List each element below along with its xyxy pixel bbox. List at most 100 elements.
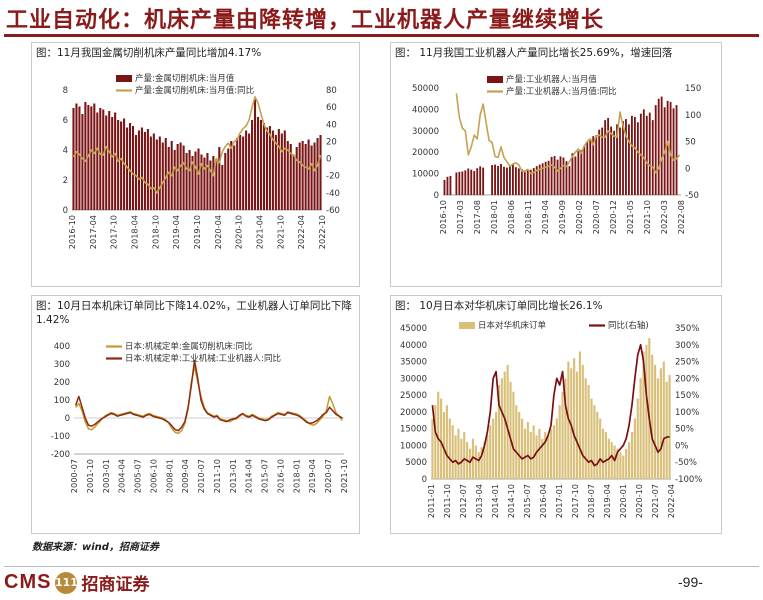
bar-1 xyxy=(434,405,437,479)
bar-36 xyxy=(550,156,553,195)
y-left-tick-label: 400 xyxy=(54,342,70,352)
bar-2 xyxy=(437,391,440,479)
bar-70 xyxy=(280,133,283,210)
bar-41 xyxy=(565,161,568,195)
legend-label-0: 日本对华机床订单 xyxy=(478,320,547,331)
bar-29 xyxy=(529,169,532,195)
y-left-tick-label: 45000 xyxy=(400,324,427,334)
bar-3 xyxy=(81,114,84,210)
y-left-tick-label: 25000 xyxy=(400,391,427,401)
bar-53 xyxy=(230,141,233,210)
bar-16 xyxy=(120,121,123,210)
bar-80 xyxy=(310,145,313,210)
bar-25 xyxy=(503,371,506,479)
bar-10 xyxy=(460,438,463,479)
x-tick-label: 2008-01 xyxy=(164,459,174,493)
bar-41 xyxy=(194,151,197,210)
bar-5 xyxy=(445,405,448,479)
bar-77 xyxy=(672,108,675,195)
y-left-tick-label: -200 xyxy=(51,450,70,460)
y-right-tick-label: -60 xyxy=(326,206,340,216)
bar-9 xyxy=(457,428,460,479)
bar-70 xyxy=(633,418,636,479)
bar-67 xyxy=(625,448,628,479)
bar-42 xyxy=(568,166,571,195)
bar-56 xyxy=(593,405,596,479)
y-left-tick-label: 15000 xyxy=(400,425,427,435)
bar-13 xyxy=(468,448,472,479)
bar-66 xyxy=(622,455,625,479)
series-line-1 xyxy=(72,96,322,194)
bar-72 xyxy=(286,141,289,210)
series-line-1 xyxy=(431,343,670,467)
bar-23 xyxy=(140,127,143,210)
y-left-tick-label: 300 xyxy=(54,360,70,370)
bar-26 xyxy=(520,169,523,195)
bar-52 xyxy=(598,129,601,195)
logo-chinese-name: 招商证券 xyxy=(81,575,150,595)
x-tick-label: 2020-02 xyxy=(574,200,584,234)
company-logo: CMS 111 招商证券 xyxy=(4,570,149,595)
bar-73 xyxy=(289,144,292,210)
bar-29 xyxy=(158,136,161,210)
x-tick-label: 2021-10 xyxy=(642,200,652,234)
bar-78 xyxy=(304,144,307,210)
title-rule xyxy=(4,34,759,37)
y-left-tick-label: 10000 xyxy=(400,441,427,451)
legend-label-0: 产量:金属切削机床:当月值 xyxy=(135,73,235,84)
bar-73 xyxy=(660,96,663,195)
y-right-tick-label: 350% xyxy=(675,324,699,334)
bar-1 xyxy=(446,176,449,195)
x-tick-label: 2018-07 xyxy=(586,484,596,518)
bar-76 xyxy=(298,142,301,210)
bar-73 xyxy=(642,351,645,479)
bar-20 xyxy=(503,166,505,195)
bar-64 xyxy=(616,448,619,479)
x-tick-label: 2009-04 xyxy=(180,459,190,493)
y-right-tick-label: 60 xyxy=(326,103,337,113)
chart-machine-tool-output: 0 2 4 6 8 -60 -40 -20 0 20 40 60 80 2016-10 2017-04 201… xyxy=(63,73,340,249)
x-tick-label: 2018-01 xyxy=(291,459,301,493)
bar-68 xyxy=(274,135,277,210)
x-tick-label: 2022-04 xyxy=(666,484,676,518)
bar-41 xyxy=(549,428,553,479)
bar-9 xyxy=(470,169,473,195)
y-left-tick-label: 40000 xyxy=(412,105,439,115)
x-tick-label: 2018-06 xyxy=(506,200,516,234)
bar-38 xyxy=(541,438,544,479)
x-tick-label: 2020-12 xyxy=(608,200,618,234)
bar-28 xyxy=(526,169,529,195)
bar-59 xyxy=(619,127,621,195)
bar-33 xyxy=(541,163,544,195)
bar-54 xyxy=(604,120,607,195)
x-tick-label: 2022-04 xyxy=(296,215,306,249)
bar-46 xyxy=(580,150,583,195)
legend-label-1: 产量:金属切削机床:当月值:同比 xyxy=(135,85,254,96)
bar-63 xyxy=(613,445,616,479)
y-right-tick-label: 100% xyxy=(675,408,699,418)
bar-74 xyxy=(645,344,648,479)
series-line-1 xyxy=(455,93,681,175)
x-tick-label: 2011-10 xyxy=(442,484,452,518)
bar-65 xyxy=(265,127,268,210)
x-tick-label: 2017-10 xyxy=(109,215,119,249)
x-tick-label: 2020-01 xyxy=(618,484,628,518)
x-tick-label: 2022-03 xyxy=(659,200,669,234)
bar-35 xyxy=(176,144,179,210)
bar-63 xyxy=(259,120,263,210)
bar-17 xyxy=(494,164,496,195)
legend-swatch-0 xyxy=(459,322,475,329)
y-right-tick-label: 300% xyxy=(675,341,699,351)
bar-14 xyxy=(114,112,117,210)
y-right-tick-label: -100% xyxy=(675,475,702,485)
bar-82 xyxy=(316,138,319,210)
bar-32 xyxy=(523,428,527,479)
y-left-tick-label: 5000 xyxy=(405,458,427,468)
bar-34 xyxy=(544,161,547,195)
bar-27 xyxy=(509,381,512,479)
x-tick-label: 2021-05 xyxy=(625,200,635,234)
bar-7 xyxy=(464,170,467,195)
legend-swatch-0 xyxy=(116,75,132,82)
y-right-tick-label: 0 xyxy=(685,164,690,174)
y-right-tick-label: -50 xyxy=(685,191,699,201)
